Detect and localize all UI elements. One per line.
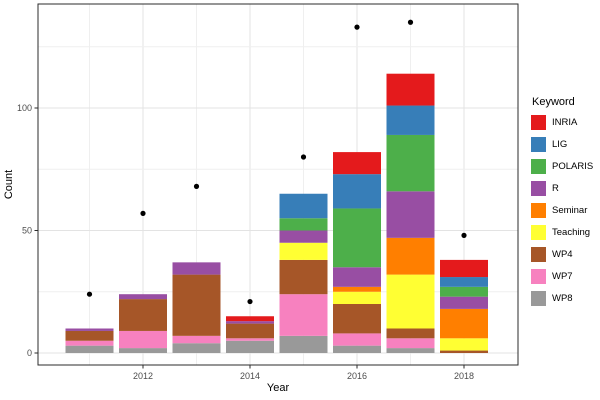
x-tick-label: 2018 <box>454 371 474 381</box>
legend-item-lig: LIG <box>531 137 593 152</box>
data-point <box>247 298 253 305</box>
bar-segment-wp4-2012 <box>119 299 167 331</box>
y-tick-label: 50 <box>22 226 32 236</box>
bar-segment-inria-2016 <box>333 152 381 175</box>
legend-label: POLARIS <box>552 161 594 172</box>
bar-segment-r-2014 <box>226 321 274 324</box>
bar-segment-wp8-2013 <box>172 343 221 353</box>
bar-segment-wp7-2014 <box>226 338 274 341</box>
data-point <box>354 24 360 30</box>
legend-label: WP8 <box>552 293 573 304</box>
legend-swatch-lig <box>531 137 546 152</box>
bar-segment-seminar-2017 <box>386 237 435 275</box>
y-tick-label: 100 <box>17 103 32 113</box>
legend-swatch-wp4 <box>531 247 546 262</box>
legend-swatch-inria <box>531 115 546 130</box>
bar-segment-seminar-2018 <box>440 308 488 339</box>
legend-title: Keyword <box>532 96 575 108</box>
legend-swatch-r <box>531 181 546 196</box>
data-point <box>86 291 93 297</box>
bar-segment-wp7-2013 <box>172 335 221 344</box>
bar-segment-wp7-2012 <box>119 330 167 349</box>
bar-segment-inria-2017 <box>386 73 435 106</box>
legend-label: WP4 <box>552 249 573 260</box>
bar-segment-seminar-2016 <box>333 286 381 292</box>
x-tick-label: 2016 <box>347 371 367 381</box>
y-axis-title: Count <box>3 170 15 199</box>
legend-label: R <box>552 183 559 194</box>
bar-segment-wp4-2011 <box>65 330 114 341</box>
bar-segment-wp8-2014 <box>226 340 274 353</box>
bar-segment-wp8-2011 <box>65 345 114 353</box>
bar-segment-wp4-2014 <box>226 323 274 339</box>
legend-items: INRIA LIG POLARIS R Seminar Teaching WP4 WP7 WP8 <box>531 115 593 306</box>
legend: Keyword INRIA LIG POLARIS R Seminar Teaching W… <box>531 96 593 313</box>
bar-segment-polaris-2018 <box>440 286 488 297</box>
y-tick-label: 0 <box>27 348 32 358</box>
legend-item-polaris: POLARIS <box>531 159 593 174</box>
bar-segment-inria-2014 <box>226 316 274 322</box>
bar-segment-r-2016 <box>333 267 381 287</box>
bar-segment-r-2013 <box>172 262 221 275</box>
legend-item-r: R <box>531 181 593 196</box>
legend-item-wp7: WP7 <box>531 269 593 284</box>
x-tick-label: 2012 <box>133 371 153 381</box>
legend-item-wp8: WP8 <box>531 291 593 306</box>
bar-segment-wp7-2016 <box>333 333 381 346</box>
data-point <box>461 232 467 238</box>
data-point <box>140 210 146 216</box>
bar-segment-r-2011 <box>65 328 114 331</box>
bar-segment-wp7-2011 <box>65 340 114 346</box>
bar-segment-lig-2015 <box>279 193 328 219</box>
legend-item-teaching: Teaching <box>531 225 593 240</box>
bar-segment-wp4-2013 <box>172 274 221 336</box>
panel-border <box>37 3 519 366</box>
bar-segment-r-2017 <box>386 191 435 238</box>
bar-segment-wp8-2012 <box>119 348 167 353</box>
bar-segment-wp7-2017 <box>386 338 435 349</box>
bar-segment-wp7-2015 <box>279 294 328 336</box>
bar-segment-r-2012 <box>119 294 167 300</box>
legend-swatch-teaching <box>531 225 546 240</box>
legend-swatch-wp8 <box>531 291 546 306</box>
x-axis-title: Year <box>267 382 290 394</box>
x-tick-label: 2014 <box>240 371 260 381</box>
bar-segment-teaching-2016 <box>333 291 381 304</box>
bar-segment-polaris-2017 <box>386 134 435 192</box>
bar-segment-wp8-2015 <box>279 335 328 353</box>
bar-segment-inria-2018 <box>440 259 488 278</box>
bar-segment-r-2018 <box>440 296 488 309</box>
legend-label: INRIA <box>552 117 578 128</box>
bar-segment-wp8-2017 <box>386 348 435 353</box>
bar-segment-polaris-2016 <box>333 208 381 268</box>
bar-segment-lig-2016 <box>333 174 381 209</box>
legend-item-inria: INRIA <box>531 115 593 130</box>
legend-swatch-seminar <box>531 203 546 218</box>
legend-swatch-polaris <box>531 159 546 174</box>
bar-segment-r-2015 <box>279 230 328 243</box>
bar-segment-teaching-2017 <box>386 274 435 329</box>
bar-segment-polaris-2015 <box>279 218 328 231</box>
bar-segment-teaching-2018 <box>440 338 488 351</box>
bar-segment-wp4-2017 <box>386 328 435 339</box>
bar-segment-lig-2017 <box>386 105 435 135</box>
bar-segment-lig-2018 <box>440 277 488 287</box>
legend-label: Teaching <box>552 227 591 238</box>
data-point <box>193 183 200 189</box>
bar-segment-teaching-2015 <box>279 242 328 260</box>
data-point <box>407 19 414 25</box>
bar-segment-wp4-2018 <box>440 350 488 353</box>
bar-segment-wp4-2015 <box>279 259 328 295</box>
legend-label: LIG <box>552 139 568 150</box>
legend-item-seminar: Seminar <box>531 203 593 218</box>
legend-swatch-wp7 <box>531 269 546 284</box>
bar-segment-wp8-2016 <box>333 345 381 353</box>
bar-segment-wp4-2016 <box>333 304 381 334</box>
legend-label: Seminar <box>552 205 588 216</box>
legend-item-wp4: WP4 <box>531 247 593 262</box>
legend-label: WP7 <box>552 271 573 282</box>
data-point <box>300 154 307 160</box>
